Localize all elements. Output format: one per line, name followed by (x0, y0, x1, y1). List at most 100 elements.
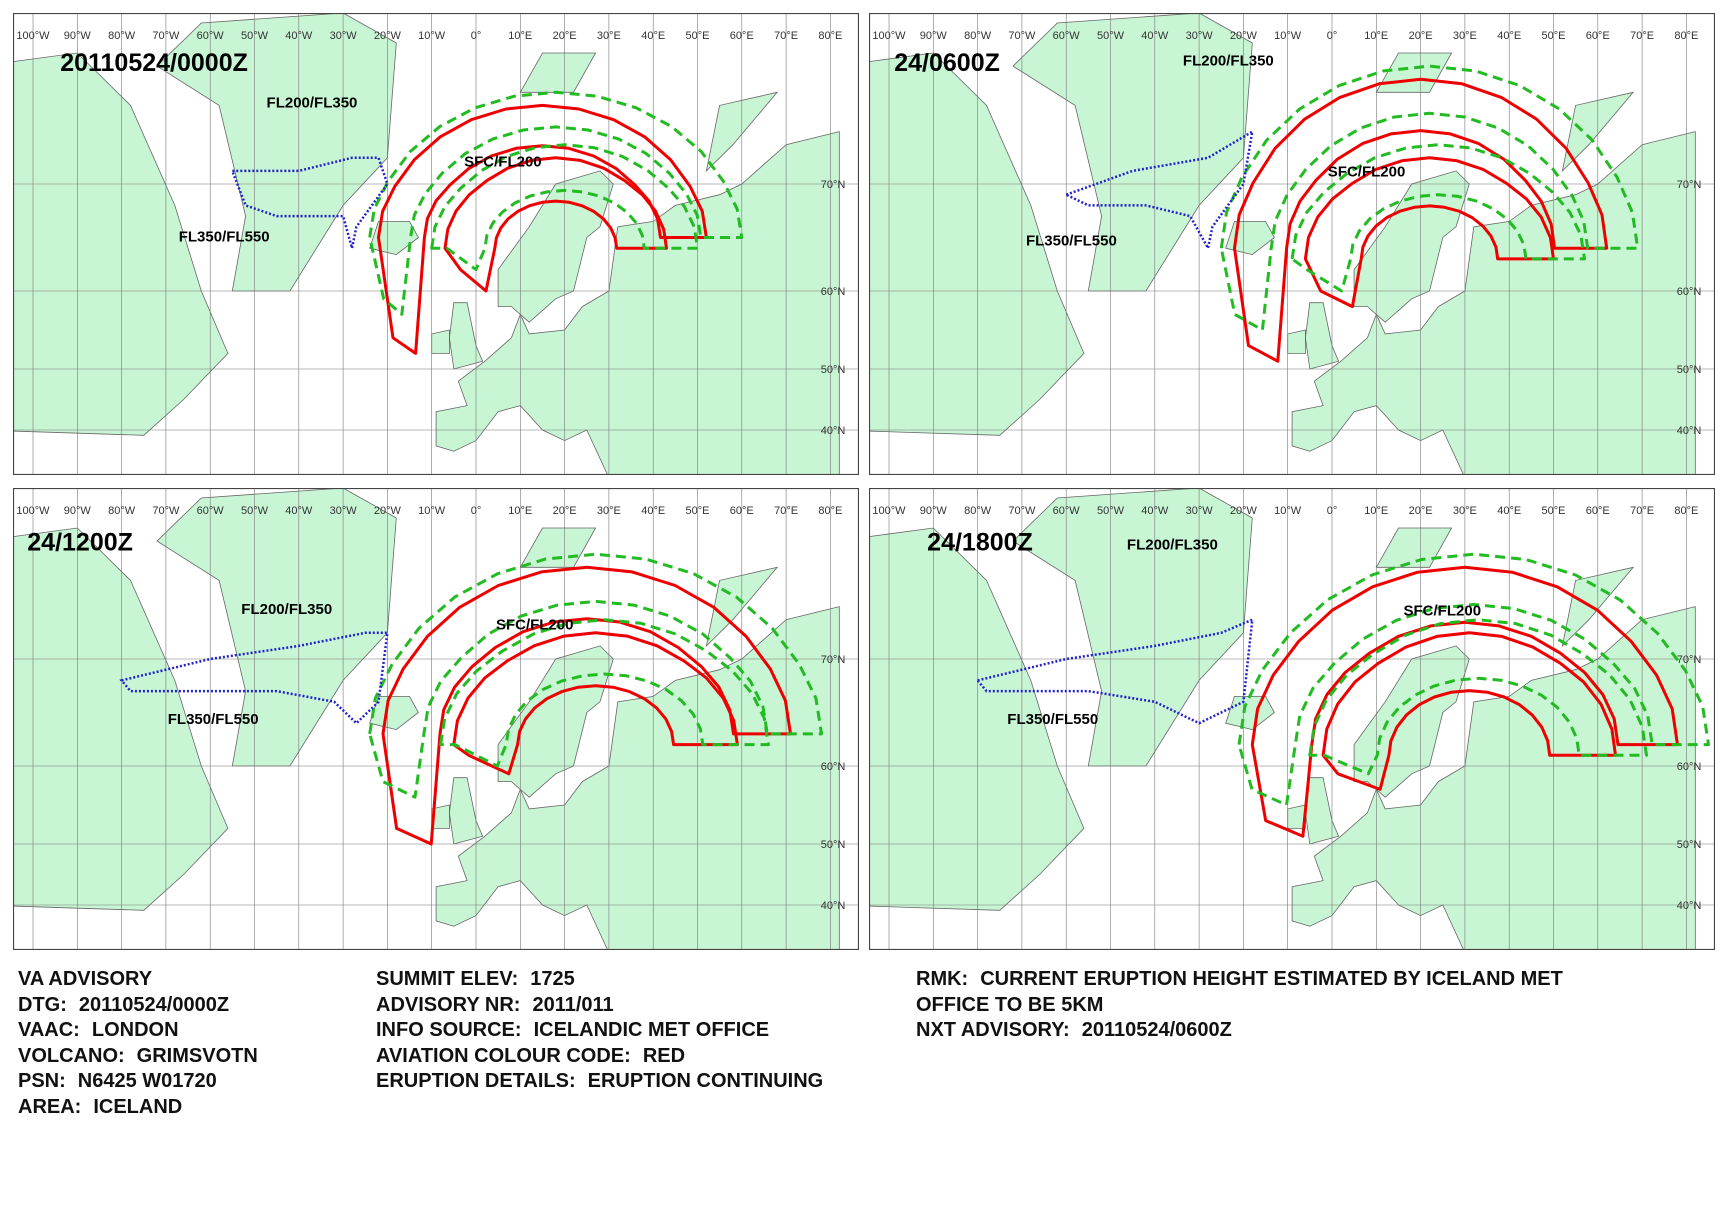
advisory-value: ERUPTION CONTINUING (587, 1070, 824, 1093)
land (497, 170, 614, 323)
ash-plume (1250, 565, 1679, 838)
longitude-label: 10°W (418, 30, 446, 42)
land (156, 488, 397, 767)
panel-border (869, 13, 1715, 475)
longitude-label: 10°W (1274, 505, 1302, 517)
land (1353, 170, 1470, 323)
ash-plume-high (119, 631, 389, 725)
longitude-label: 60°W (1053, 30, 1081, 42)
longitude-label: 40°E (641, 30, 665, 42)
longitude-label: 20°W (1230, 30, 1258, 42)
longitude-label: 50°E (686, 505, 710, 517)
longitude-label: 10°W (1274, 30, 1302, 42)
land (497, 645, 614, 798)
layer-label: FL200/FL350 (241, 601, 332, 618)
land (1012, 488, 1253, 767)
latitude-label: 70°N (1677, 179, 1702, 191)
latitude-label: 60°N (821, 286, 846, 298)
latitude-label: 50°N (821, 364, 846, 376)
longitude-label: 60°E (1586, 30, 1610, 42)
advisory-key: SUMMIT ELEV: (376, 968, 519, 990)
advisory-key: VAAC: (18, 1019, 80, 1042)
latitude-label: 70°N (821, 179, 846, 191)
longitude-label: 30°W (1186, 30, 1214, 42)
longitude-label: 20°W (374, 505, 402, 517)
layer-label: FL200/FL350 (1127, 536, 1218, 553)
advisory-value: OFFICE TO BE 5KM (916, 993, 1104, 1016)
longitude-label: 80°E (1674, 30, 1698, 42)
advisory-value: N6425 W01720 (77, 1070, 217, 1093)
longitude-label: 50°W (1097, 505, 1125, 517)
longitude-label: 60°W (197, 505, 225, 517)
longitude-label: 40°W (285, 505, 313, 517)
latitude-label: 50°N (1677, 364, 1702, 376)
longitude-label: 30°W (1186, 505, 1214, 517)
advisory-value: GRIMSVOTN (136, 1044, 258, 1067)
ash-plume (439, 618, 770, 768)
panel-title: 24/0600Z (894, 49, 1000, 77)
latitude-label: 60°N (1677, 761, 1702, 773)
longitude-label: 10°E (1364, 30, 1388, 42)
advisory-value: ICELANDIC MET OFFICE (533, 1019, 770, 1042)
longitude-label: 0° (471, 30, 482, 42)
advisory-key: AVIATION COLOUR CODE: (376, 1044, 631, 1067)
longitude-label: 70°E (774, 505, 798, 517)
panel-border (13, 13, 859, 475)
latitude-label: 40°N (1677, 425, 1702, 437)
longitude-label: 20°W (374, 30, 402, 42)
longitude-label: 20°E (553, 30, 577, 42)
ash-plume (1290, 143, 1586, 293)
advisory-key: ADVISORY NR: (376, 993, 521, 1016)
longitude-label: 30°E (1453, 30, 1477, 42)
longitude-label: 80°E (818, 30, 842, 42)
ash-plume (1219, 64, 1640, 332)
advisory-key: PSN: (18, 1070, 66, 1093)
land (1225, 695, 1275, 731)
longitude-label: 80°E (1674, 505, 1698, 517)
advisory-line: ADVISORY NR: 2011/011 (376, 994, 614, 1017)
advisory-value: CURRENT ERUPTION HEIGHT ESTIMATED BY ICE… (980, 968, 1563, 990)
layer-label: FL200/FL350 (1183, 53, 1274, 70)
advisory-key: VOLCANO: (18, 1044, 125, 1067)
advisory-key: NXT ADVISORY: (916, 1019, 1070, 1042)
latitude-label: 40°N (821, 900, 846, 912)
longitude-label: 100°W (16, 505, 50, 517)
maps: 100°W 90°W 80°W 70°W 60°W 50°W 40°W 30°W 20°W 10°… (13, 13, 1715, 950)
land (369, 695, 419, 731)
advisory-key: DTG: (18, 993, 67, 1016)
longitude-label: 80°W (964, 505, 992, 517)
longitude-label: 0° (1327, 30, 1338, 42)
advisory-line: AVIATION COLOUR CODE: RED (376, 1045, 685, 1068)
land (431, 329, 450, 354)
advisory-line: VAAC: LONDON (18, 1019, 179, 1042)
advisory-line: PSN: N6425 W01720 (18, 1070, 217, 1093)
longitude-label: 0° (1327, 505, 1338, 517)
longitude-label: 70°W (152, 30, 180, 42)
advisory-line: VA ADVISORY (18, 968, 152, 991)
latitude-label: 50°N (821, 839, 846, 851)
land (869, 527, 1085, 911)
advisory-key: INFO SOURCE: (376, 1019, 522, 1042)
ash-plume (443, 156, 668, 293)
advisory-value: 20110524/0000Z (78, 993, 230, 1016)
latitude-label: 70°N (821, 654, 846, 666)
layer-label: FL350/FL550 (179, 228, 270, 245)
land (1012, 13, 1253, 292)
advisory-line: OFFICE TO BE 5KM (916, 994, 1103, 1017)
map-panel: 100°W 90°W 80°W 70°W 60°W 50°W 40°W 30°W 20°W 10°… (13, 13, 859, 475)
longitude-label: 20°E (553, 505, 577, 517)
land (869, 52, 1085, 436)
longitude-label: 50°E (1542, 30, 1566, 42)
longitude-label: 20°E (1409, 505, 1433, 517)
longitude-label: 70°E (1630, 505, 1654, 517)
longitude-label: 60°W (197, 30, 225, 42)
panel-border (869, 488, 1715, 950)
advisory-line: ERUPTION DETAILS: ERUPTION CONTINUING (376, 1070, 823, 1093)
longitude-label: 10°W (418, 505, 446, 517)
ash-plume (1303, 156, 1555, 309)
land (1353, 645, 1470, 798)
map-panel: 100°W 90°W 80°W 70°W 60°W 50°W 40°W 30°W 20°W 10°… (13, 488, 859, 950)
ash-plume (452, 631, 739, 776)
longitude-label: 40°W (1141, 30, 1169, 42)
